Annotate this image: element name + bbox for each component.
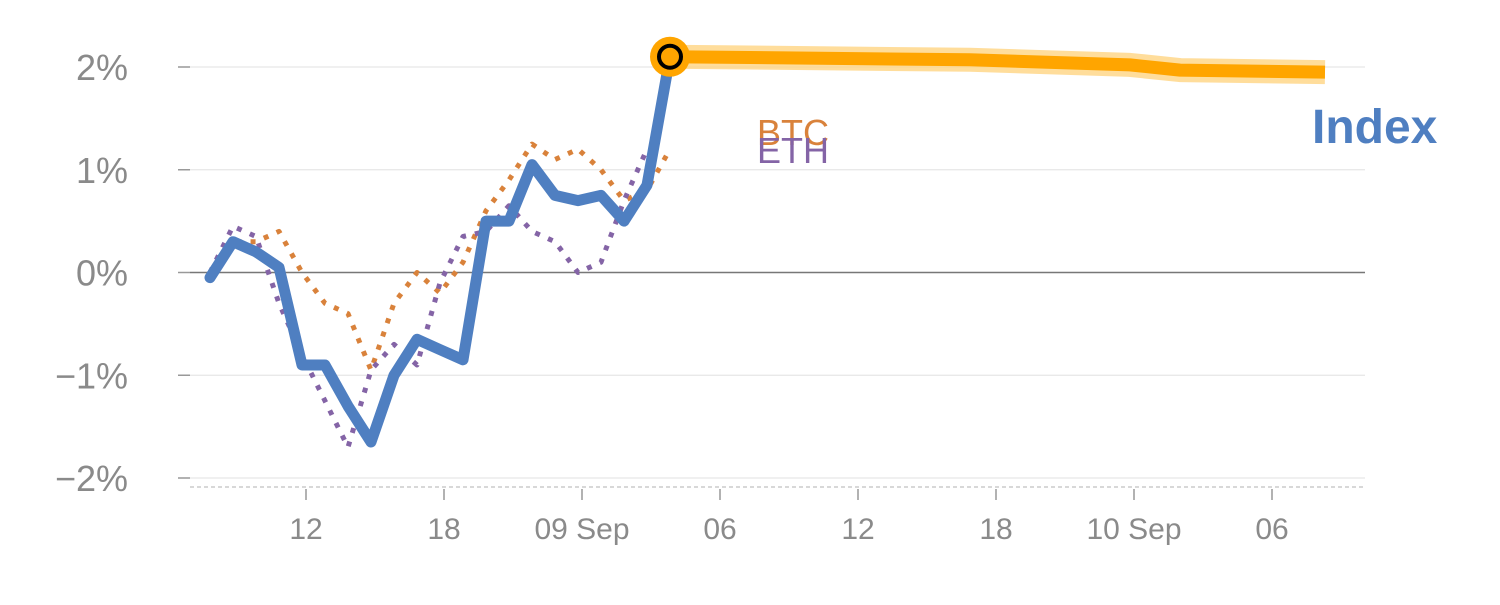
- ytick-label: −2%: [55, 458, 128, 499]
- xtick-label: 18: [427, 513, 460, 546]
- series-layer: [204, 36, 1326, 450]
- axis-layer: 2% 1% 0% −1% −2% 12 18 09 Sep 06 12 18 10 Sep 06: [55, 47, 1365, 546]
- ytick-label: 1%: [76, 150, 128, 191]
- projection-band-line: [669, 50, 1326, 79]
- highlight-point: [657, 43, 683, 70]
- xtick-label: 12: [841, 513, 874, 546]
- ytick-label: 2%: [76, 47, 128, 88]
- series-line-index: [204, 51, 676, 448]
- xtick-label: 10 Sep: [1086, 513, 1181, 546]
- xtick-label: 06: [703, 513, 736, 546]
- label-btc: BTC: [757, 112, 829, 153]
- xtick-label: 18: [979, 513, 1012, 546]
- xtick-label: 12: [289, 513, 322, 546]
- series-line-eth: [207, 148, 650, 450]
- xtick-label: 06: [1255, 513, 1288, 546]
- ytick-label: 0%: [76, 253, 128, 294]
- xtick-label: 09 Sep: [534, 513, 629, 546]
- label-eth: ETH: [757, 130, 829, 171]
- ytick-label: −1%: [55, 355, 128, 396]
- series-line-btc: [207, 141, 673, 373]
- label-index: Index: [1312, 101, 1438, 154]
